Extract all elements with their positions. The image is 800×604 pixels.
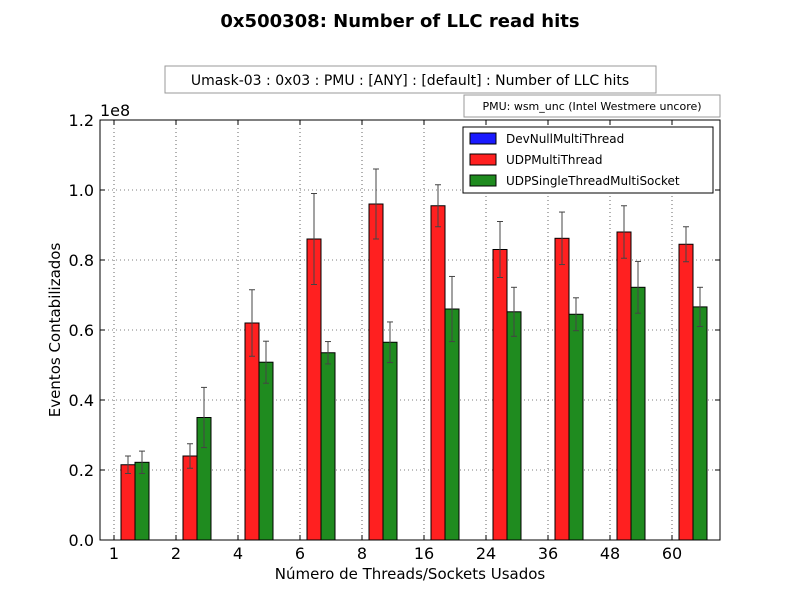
- bar-UDPSingleThreadMultiSocket-36: [568, 313, 584, 541]
- x-tick-label: 16: [414, 544, 434, 563]
- bar-UDPMultiThread-8: [368, 203, 384, 541]
- bar-UDPMultiThread-16: [430, 205, 446, 541]
- bar-UDPSingleThreadMultiSocket-16: [444, 308, 460, 541]
- x-tick-label: 36: [538, 544, 558, 563]
- bar-UDPMultiThread-36: [554, 237, 570, 541]
- x-tick-label: 48: [600, 544, 620, 563]
- pmu-note-box: [463, 94, 721, 118]
- legend-label-udp-singlethread-multisocket: UDPSingleThreadMultiSocket: [506, 174, 680, 188]
- chart-title: 0x500308: Number of LLC read hits: [220, 11, 579, 32]
- y-tick-label: 1.2: [69, 111, 94, 130]
- x-tick-label: 1: [109, 544, 119, 563]
- bar-UDPMultiThread-24: [492, 249, 508, 541]
- error-bars: [125, 168, 703, 474]
- x-tick-label: 6: [295, 544, 305, 563]
- x-tick-label: 24: [476, 544, 496, 563]
- x-tick-label: 2: [171, 544, 181, 563]
- subtitle-box: [164, 65, 657, 94]
- legend-swatch-udp-singlethread-multisocket: [469, 174, 497, 187]
- bars: [120, 203, 708, 541]
- legend-label-devnull: DevNullMultiThread: [506, 132, 624, 146]
- bar-UDPSingleThreadMultiSocket-8: [382, 341, 398, 541]
- y-tick-label: 0.0: [69, 531, 94, 550]
- bar-UDPMultiThread-48: [616, 231, 632, 541]
- bar-UDPSingleThreadMultiSocket-48: [630, 286, 646, 541]
- y-tick-label: 0.6: [69, 321, 94, 340]
- x-tick-label: 8: [357, 544, 367, 563]
- legend-frame: [462, 126, 714, 194]
- bar-UDPSingleThreadMultiSocket-4: [258, 361, 274, 541]
- bar-UDPMultiThread-60: [678, 243, 694, 541]
- ticks: 0.00.20.40.60.81.01.21 2 4 6 8 16 24 36 48 60: [69, 111, 720, 563]
- y-tick-label: 0.8: [69, 251, 94, 270]
- legend-swatch-udp-multithread: [469, 153, 497, 166]
- chart-subtitle: Umask-03 : 0x03 : PMU : [ANY] : [default…: [191, 73, 629, 89]
- y-axis-label: Eventos Contabilizados: [46, 243, 64, 418]
- x-tick-label: 60: [662, 544, 682, 563]
- pmu-note: PMU: wsm_unc (Intel Westmere uncore): [482, 100, 701, 113]
- legend-label-udp-multithread: UDPMultiThread: [506, 153, 603, 167]
- legend-swatch-devnull: [469, 132, 497, 145]
- y-tick-label: 0.2: [69, 461, 94, 480]
- bar-UDPSingleThreadMultiSocket-24: [506, 311, 522, 541]
- x-tick-label: 4: [233, 544, 243, 563]
- bar-UDPSingleThreadMultiSocket-60: [692, 306, 708, 541]
- bar-UDPMultiThread-1: [120, 464, 136, 541]
- y-multiplier-label: 1e8: [100, 101, 130, 120]
- x-axis-label: Número de Threads/Sockets Usados: [275, 565, 546, 583]
- y-tick-label: 0.4: [69, 391, 94, 410]
- bar-UDPSingleThreadMultiSocket-6: [320, 352, 336, 541]
- y-tick-label: 1.0: [69, 181, 94, 200]
- legend: DevNullMultiThread UDPMultiThread UDPSin…: [462, 126, 714, 194]
